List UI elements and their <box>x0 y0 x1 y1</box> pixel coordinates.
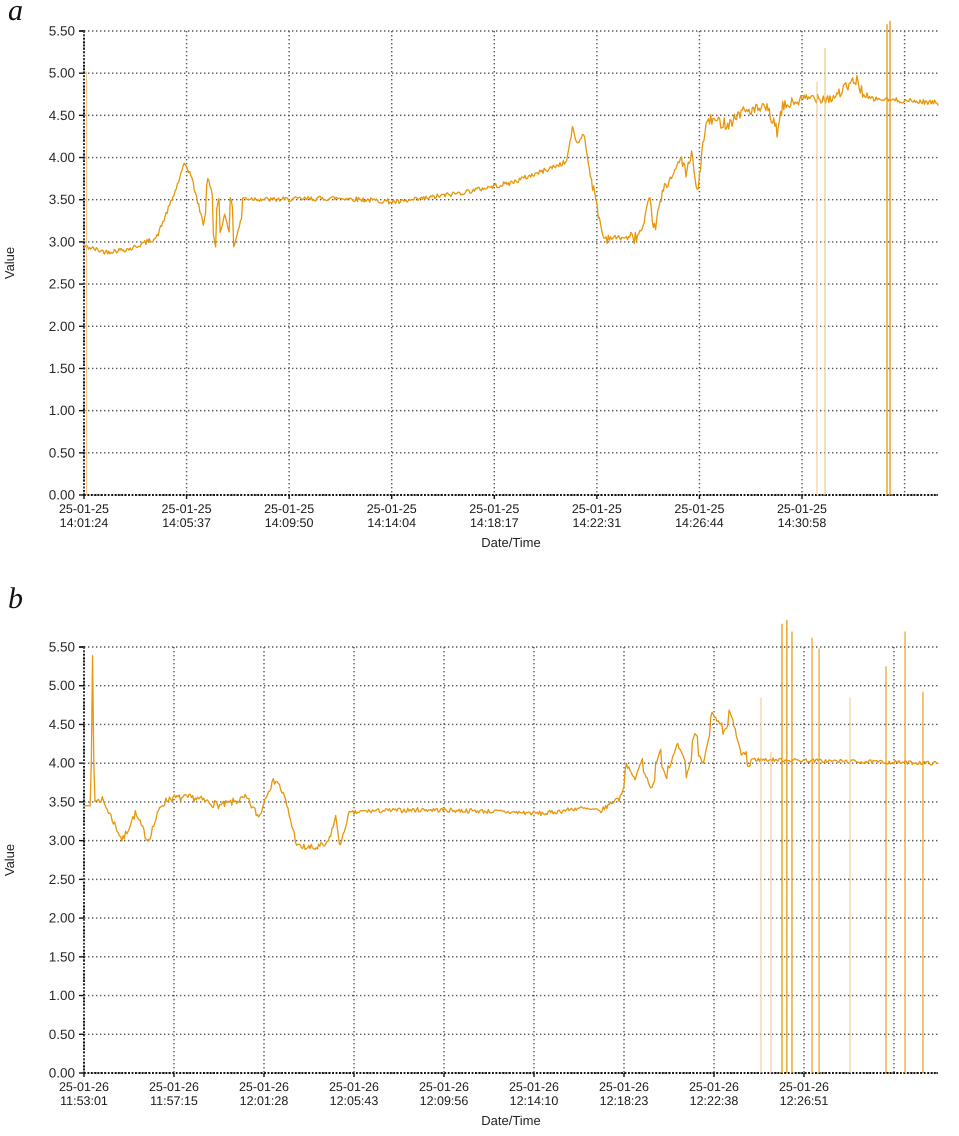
svg-text:14:05:37: 14:05:37 <box>162 516 211 530</box>
svg-text:b: b <box>8 582 23 615</box>
svg-text:14:09:50: 14:09:50 <box>265 516 314 530</box>
svg-text:5.00: 5.00 <box>49 66 75 81</box>
svg-text:25-01-26: 25-01-26 <box>779 1080 829 1094</box>
svg-text:2.00: 2.00 <box>49 911 75 926</box>
svg-text:0.50: 0.50 <box>49 445 75 460</box>
svg-text:12:01:28: 12:01:28 <box>240 1094 289 1108</box>
svg-text:14:14:04: 14:14:04 <box>367 516 416 530</box>
svg-text:1.50: 1.50 <box>49 949 75 964</box>
svg-text:3.00: 3.00 <box>49 833 75 848</box>
svg-text:1.50: 1.50 <box>49 361 75 376</box>
svg-text:14:30:58: 14:30:58 <box>778 516 827 530</box>
svg-text:25-01-25: 25-01-25 <box>674 502 724 516</box>
svg-text:25-01-26: 25-01-26 <box>329 1080 379 1094</box>
svg-text:5.00: 5.00 <box>49 678 75 693</box>
svg-text:0.00: 0.00 <box>49 488 75 503</box>
svg-text:14:22:31: 14:22:31 <box>573 516 622 530</box>
svg-text:25-01-25: 25-01-25 <box>59 502 109 516</box>
svg-text:14:18:17: 14:18:17 <box>470 516 519 530</box>
svg-text:1.00: 1.00 <box>49 403 75 418</box>
svg-text:3.50: 3.50 <box>49 192 75 207</box>
svg-text:12:22:38: 12:22:38 <box>690 1094 739 1108</box>
svg-text:11:53:01: 11:53:01 <box>60 1094 108 1108</box>
svg-text:2.50: 2.50 <box>49 277 75 292</box>
svg-text:3.50: 3.50 <box>49 794 75 809</box>
svg-text:0.50: 0.50 <box>49 1027 75 1042</box>
svg-text:2.50: 2.50 <box>49 872 75 887</box>
svg-text:12:14:10: 12:14:10 <box>510 1094 559 1108</box>
svg-text:12:09:56: 12:09:56 <box>420 1094 469 1108</box>
svg-text:12:05:43: 12:05:43 <box>330 1094 379 1108</box>
svg-text:25-01-26: 25-01-26 <box>59 1080 109 1094</box>
svg-text:5.50: 5.50 <box>49 24 75 39</box>
svg-text:a: a <box>8 0 23 27</box>
svg-text:4.00: 4.00 <box>49 150 75 165</box>
svg-text:12:18:23: 12:18:23 <box>600 1094 649 1108</box>
svg-text:12:26:51: 12:26:51 <box>780 1094 829 1108</box>
svg-text:Date/Time: Date/Time <box>481 535 540 550</box>
svg-text:25-01-26: 25-01-26 <box>689 1080 739 1094</box>
svg-text:25-01-26: 25-01-26 <box>599 1080 649 1094</box>
svg-text:25-01-25: 25-01-25 <box>777 502 827 516</box>
svg-text:25-01-26: 25-01-26 <box>239 1080 289 1094</box>
svg-text:25-01-25: 25-01-25 <box>572 502 622 516</box>
svg-text:14:26:44: 14:26:44 <box>675 516 724 530</box>
svg-text:25-01-26: 25-01-26 <box>419 1080 469 1094</box>
svg-text:11:57:15: 11:57:15 <box>150 1094 198 1108</box>
svg-text:Value: Value <box>2 247 17 279</box>
svg-text:25-01-25: 25-01-25 <box>162 502 212 516</box>
svg-text:1.00: 1.00 <box>49 988 75 1003</box>
svg-text:4.50: 4.50 <box>49 717 75 732</box>
svg-text:25-01-25: 25-01-25 <box>264 502 314 516</box>
svg-text:25-01-26: 25-01-26 <box>149 1080 199 1094</box>
svg-text:25-01-26: 25-01-26 <box>509 1080 559 1094</box>
svg-text:4.50: 4.50 <box>49 108 75 123</box>
svg-text:14:01:24: 14:01:24 <box>60 516 109 530</box>
svg-text:5.50: 5.50 <box>49 640 75 655</box>
svg-text:0.00: 0.00 <box>49 1066 75 1081</box>
svg-text:Date/Time: Date/Time <box>481 1113 540 1128</box>
svg-text:Value: Value <box>2 844 17 876</box>
svg-text:3.00: 3.00 <box>49 234 75 249</box>
svg-text:25-01-25: 25-01-25 <box>469 502 519 516</box>
svg-text:25-01-25: 25-01-25 <box>367 502 417 516</box>
svg-text:4.00: 4.00 <box>49 756 75 771</box>
svg-text:2.00: 2.00 <box>49 319 75 334</box>
